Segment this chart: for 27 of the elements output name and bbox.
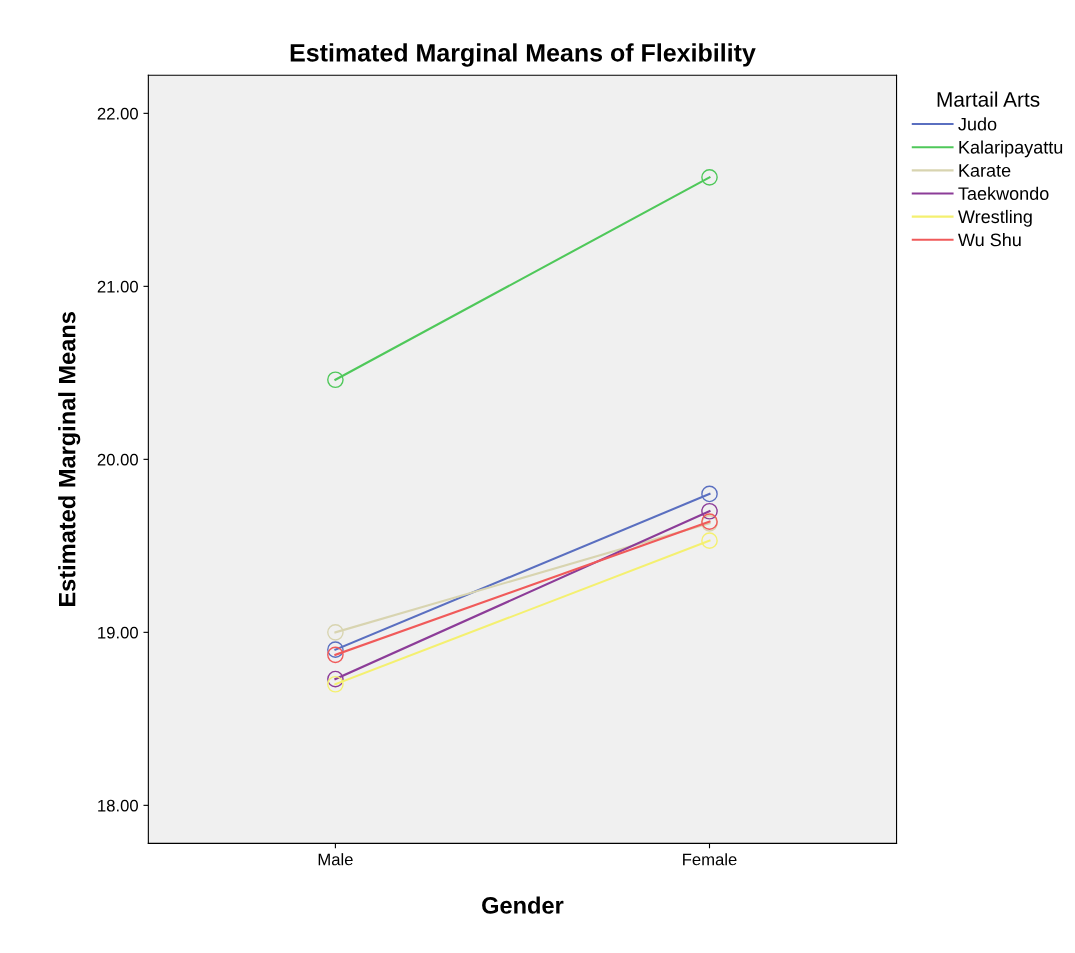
y-tick-label: 18.00 [98, 799, 138, 812]
point [701, 485, 718, 503]
legend-label: Wu Shu [958, 233, 1021, 247]
legend-label: Judo [958, 117, 997, 131]
point [701, 532, 718, 549]
legend-label: Kalaripayattu [959, 140, 1063, 158]
y-tick-label: 22.00 [97, 107, 138, 120]
y-axis-title: Estimated Marginal Means [58, 312, 81, 607]
point [327, 646, 344, 664]
x-tick-label: Female [683, 853, 737, 866]
legend-label: Taekwondo [958, 186, 1049, 200]
legend-label: Karate [959, 164, 1011, 177]
y-tick-label: 21.00 [97, 280, 138, 293]
x-axis-title: Gender [482, 896, 564, 914]
legend-title: Martail Arts [937, 91, 1040, 107]
point [701, 502, 718, 520]
point [327, 371, 344, 389]
chart-title: Estimated Marginal Means of Flexibility [290, 43, 756, 67]
y-tick-label: 20.00 [97, 453, 138, 466]
x-tick-label: Male [318, 853, 353, 866]
point [701, 169, 718, 186]
y-tick-label: 19.00 [98, 626, 138, 639]
point [327, 675, 344, 693]
legend-label: Wrestling [958, 209, 1032, 227]
point [327, 670, 344, 688]
point [327, 641, 344, 658]
point [327, 624, 344, 641]
